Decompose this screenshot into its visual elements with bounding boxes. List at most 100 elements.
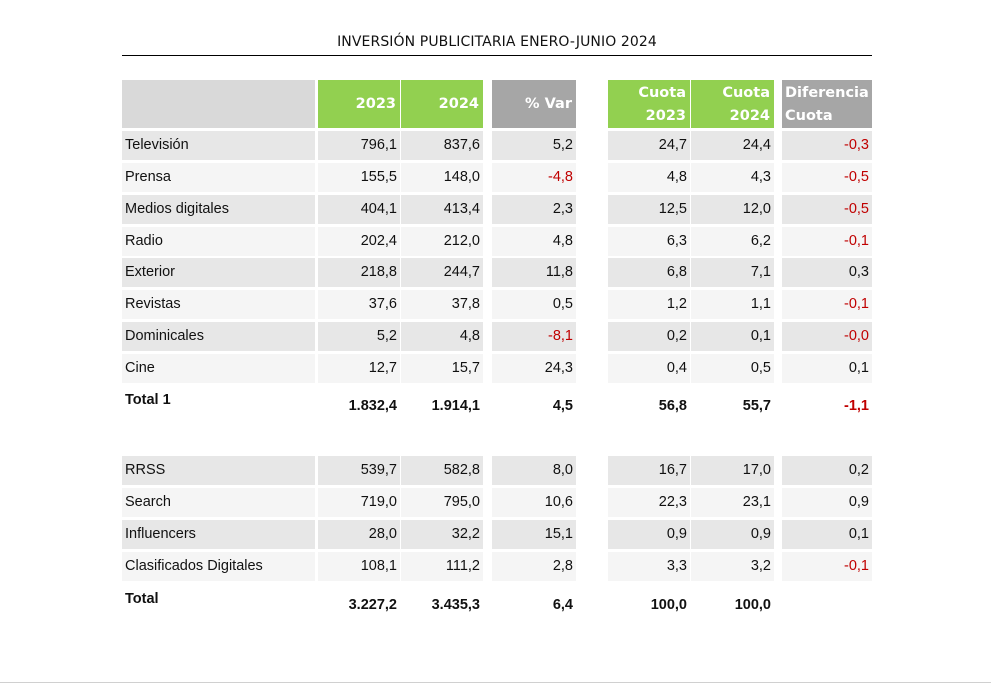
table-row-digital-3-c2023: 0,9 xyxy=(608,520,690,549)
header-blank-cell xyxy=(122,80,315,128)
table-row-5-v2024: 244,7 xyxy=(401,258,483,287)
table-row-digital-4-v2024: 111,2 xyxy=(401,552,483,581)
table-row-digital-4-c2024: 3,2 xyxy=(691,552,774,581)
table-row-4-label: Radio xyxy=(122,227,315,256)
table-row-7-v2023: 5,2 xyxy=(318,322,400,351)
header-cuota-2023-line1: Cuota xyxy=(638,85,686,101)
header-cuota-2023: Cuota 2023 xyxy=(608,80,690,128)
header-diferencia-cuota: Diferencia Cuota xyxy=(782,80,872,128)
table-row-7-c2024: 0,1 xyxy=(691,322,774,351)
table-row-3-c2024: 12,0 xyxy=(691,195,774,224)
table-row-digital-3-dif: 0,1 xyxy=(782,520,872,549)
table-row-digital-1-var: 8,0 xyxy=(492,456,576,485)
table-row-2-c2023: 4,8 xyxy=(608,163,690,192)
table-row-2-c2024: 4,3 xyxy=(691,163,774,192)
table-row-digital-2-c2023: 22,3 xyxy=(608,488,690,517)
table-row-7-v2024: 4,8 xyxy=(401,322,483,351)
table-row-digital-2-var: 10,6 xyxy=(492,488,576,517)
table-row-digital-4-dif: -0,1 xyxy=(782,552,872,581)
table-row-3-label: Medios digitales xyxy=(122,195,315,224)
table-row-1-label: Televisión xyxy=(122,131,315,160)
total1-row-v2023: 1.832,4 xyxy=(348,398,397,414)
table-row-8-c2023: 0,4 xyxy=(608,354,690,383)
table-row-digital-3-var: 15,1 xyxy=(492,520,576,549)
table-row-1-dif: -0,3 xyxy=(782,131,872,160)
table-row-digital-1-dif: 0,2 xyxy=(782,456,872,485)
table-row-7-c2023: 0,2 xyxy=(608,322,690,351)
total1-row-c2023: 56,8 xyxy=(658,398,687,414)
table-row-digital-1-label: RRSS xyxy=(122,456,315,485)
table-row-digital-1-v2023: 539,7 xyxy=(318,456,400,485)
table-row-6-c2024: 1,1 xyxy=(691,290,774,319)
table-row-6-v2024: 37,8 xyxy=(401,290,483,319)
table-row-3-dif: -0,5 xyxy=(782,195,872,224)
table-row-digital-2-c2024: 23,1 xyxy=(691,488,774,517)
table-row-6-var: 0,5 xyxy=(492,290,576,319)
total-row-c2023: 100,0 xyxy=(650,597,687,613)
header-2024: 2024 xyxy=(401,80,483,128)
total1-row-label: Total 1 xyxy=(125,392,171,408)
total1-row-dif: -1,1 xyxy=(844,398,869,414)
table-row-2-var: -4,8 xyxy=(492,163,576,192)
table-row-3-v2024: 413,4 xyxy=(401,195,483,224)
total1-row-v2024: 1.914,1 xyxy=(431,398,480,414)
table-row-8-var: 24,3 xyxy=(492,354,576,383)
table-row-1-c2024: 24,4 xyxy=(691,131,774,160)
total1-row-c2024: 55,7 xyxy=(742,398,771,414)
table-row-8-c2024: 0,5 xyxy=(691,354,774,383)
table-row-7-label: Dominicales xyxy=(122,322,315,351)
table-row-8-v2024: 15,7 xyxy=(401,354,483,383)
page-edge-divider xyxy=(0,682,991,683)
header-cuota-2024-line1: Cuota xyxy=(722,85,770,101)
total-row-v2024: 3.435,3 xyxy=(431,597,480,613)
table-row-5-label: Exterior xyxy=(122,258,315,287)
table-row-5-dif: 0,3 xyxy=(782,258,872,287)
table-row-7-var: -8,1 xyxy=(492,322,576,351)
table-row-3-var: 2,3 xyxy=(492,195,576,224)
table-row-digital-2-v2024: 795,0 xyxy=(401,488,483,517)
table-row-digital-3-v2023: 28,0 xyxy=(318,520,400,549)
table-row-digital-1-c2023: 16,7 xyxy=(608,456,690,485)
table-row-digital-4-c2023: 3,3 xyxy=(608,552,690,581)
header-cuota-2023-line2: 2023 xyxy=(645,108,686,124)
table-row-3-v2023: 404,1 xyxy=(318,195,400,224)
total-row-var: 6,4 xyxy=(552,597,573,613)
table-row-digital-1-c2024: 17,0 xyxy=(691,456,774,485)
table-row-4-c2024: 6,2 xyxy=(691,227,774,256)
table-row-digital-4-var: 2,8 xyxy=(492,552,576,581)
table-row-8-label: Cine xyxy=(122,354,315,383)
header-2023: 2023 xyxy=(318,80,400,128)
table-row-2-dif: -0,5 xyxy=(782,163,872,192)
header-diferencia-cuota-line2: Cuota xyxy=(785,108,833,124)
total1-row-var: 4,5 xyxy=(552,398,573,414)
table-row-7-dif: -0,0 xyxy=(782,322,872,351)
table-row-5-v2023: 218,8 xyxy=(318,258,400,287)
table-row-5-var: 11,8 xyxy=(492,258,576,287)
table-row-4-v2023: 202,4 xyxy=(318,227,400,256)
table-row-digital-2-v2023: 719,0 xyxy=(318,488,400,517)
table-row-2-v2023: 155,5 xyxy=(318,163,400,192)
table-row-1-v2023: 796,1 xyxy=(318,131,400,160)
table-row-digital-3-v2024: 32,2 xyxy=(401,520,483,549)
table-row-digital-1-v2024: 582,8 xyxy=(401,456,483,485)
table-row-1-var: 5,2 xyxy=(492,131,576,160)
table-row-6-dif: -0,1 xyxy=(782,290,872,319)
table-row-5-c2023: 6,8 xyxy=(608,258,690,287)
table-row-8-dif: 0,1 xyxy=(782,354,872,383)
table-row-digital-4-label: Clasificados Digitales xyxy=(122,552,315,581)
total-row-label: Total xyxy=(125,591,159,607)
table-row-8-v2023: 12,7 xyxy=(318,354,400,383)
total-row-c2024: 100,0 xyxy=(734,597,771,613)
table-row-2-v2024: 148,0 xyxy=(401,163,483,192)
table-row-digital-2-label: Search xyxy=(122,488,315,517)
table-row-1-c2023: 24,7 xyxy=(608,131,690,160)
header-cuota-2024-line2: 2024 xyxy=(729,108,770,124)
table-row-4-c2023: 6,3 xyxy=(608,227,690,256)
table-row-4-v2024: 212,0 xyxy=(401,227,483,256)
table-row-4-dif: -0,1 xyxy=(782,227,872,256)
page-title: INVERSIÓN PUBLICITARIA ENERO-JUNIO 2024 xyxy=(337,34,657,50)
table-row-digital-3-label: Influencers xyxy=(122,520,315,549)
table-row-digital-2-dif: 0,9 xyxy=(782,488,872,517)
table-row-2-label: Prensa xyxy=(122,163,315,192)
table-row-6-c2023: 1,2 xyxy=(608,290,690,319)
